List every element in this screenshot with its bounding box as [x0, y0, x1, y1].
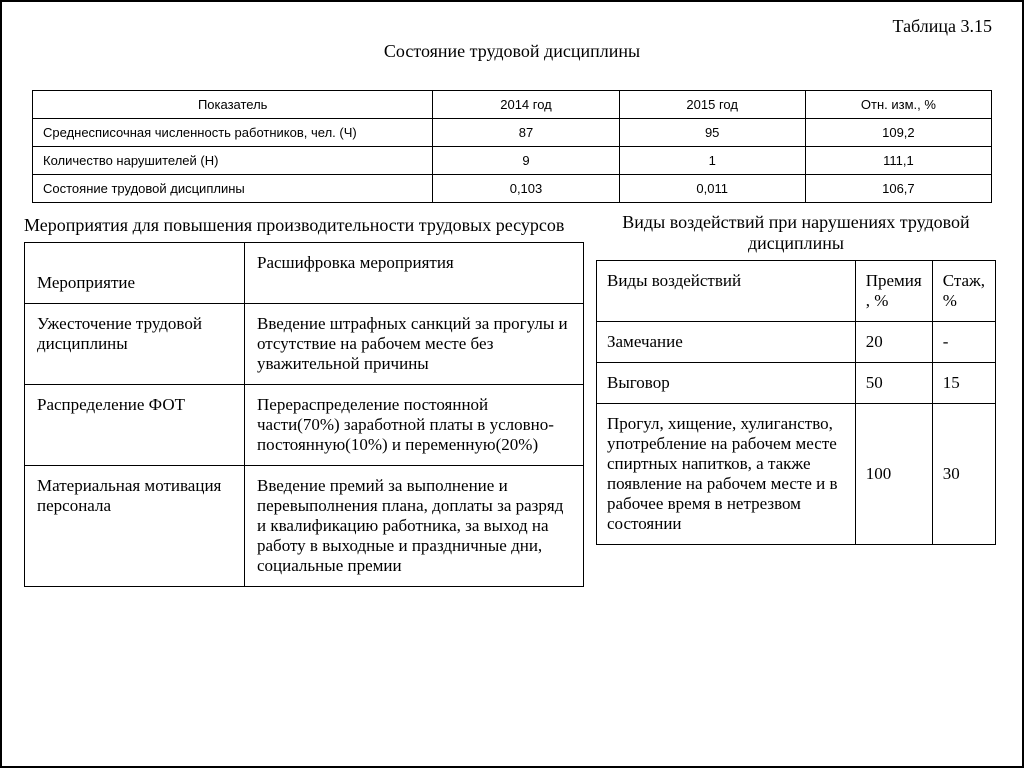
- col-header: Показатель: [33, 91, 433, 119]
- cell: 50: [855, 363, 932, 404]
- cell: Введение штрафных санкций за прогулы и о…: [245, 304, 584, 385]
- table-row: Ужесточение трудовой дисциплины Введение…: [25, 304, 584, 385]
- col-header: Стаж, %: [932, 261, 995, 322]
- cell: Материальная мотивация персонала: [25, 466, 245, 587]
- cell: -: [932, 322, 995, 363]
- cell: Введение премий за выполнение и перевыпо…: [245, 466, 584, 587]
- left-column: Мероприятие Расшифровка мероприятия Ужес…: [24, 242, 584, 587]
- cell: 100: [855, 404, 932, 545]
- cell: Перераспределение постоянной части(70%) …: [245, 385, 584, 466]
- cell: 9: [433, 147, 619, 175]
- cell: 20: [855, 322, 932, 363]
- table-row: Распределение ФОТ Перераспределение пост…: [25, 385, 584, 466]
- col-header: 2015 год: [619, 91, 805, 119]
- title: Состояние трудовой дисциплины: [24, 41, 1000, 62]
- cell: 95: [619, 119, 805, 147]
- cell: Среднесписочная численность работников, …: [33, 119, 433, 147]
- cell: Прогул, хищение, хулиганство, употреблен…: [597, 404, 856, 545]
- cell: Распределение ФОТ: [25, 385, 245, 466]
- cell: 109,2: [805, 119, 991, 147]
- cell: 87: [433, 119, 619, 147]
- cell: 106,7: [805, 175, 991, 203]
- col-header: 2014 год: [433, 91, 619, 119]
- cell: 30: [932, 404, 995, 545]
- page: Таблица 3.15 Состояние трудовой дисципли…: [0, 0, 1024, 768]
- col-header: Премия , %: [855, 261, 932, 322]
- lower-row: Мероприятие Расшифровка мероприятия Ужес…: [24, 242, 1000, 587]
- impacts-table: Виды воздействий Премия , % Стаж, % Заме…: [596, 260, 996, 545]
- cell: Замечание: [597, 322, 856, 363]
- measures-table: Мероприятие Расшифровка мероприятия Ужес…: [24, 242, 584, 587]
- table-header-row: Виды воздействий Премия , % Стаж, %: [597, 261, 996, 322]
- table-row: Замечание 20 -: [597, 322, 996, 363]
- cell: 111,1: [805, 147, 991, 175]
- right-column: Виды воздействий при нарушениях трудовой…: [596, 242, 996, 545]
- col-header: Мероприятие: [25, 243, 245, 304]
- cell: Ужесточение трудовой дисциплины: [25, 304, 245, 385]
- col-header: Отн. изм., %: [805, 91, 991, 119]
- cell: Выговор: [597, 363, 856, 404]
- table-row: Материальная мотивация персонала Введени…: [25, 466, 584, 587]
- cell: 0,011: [619, 175, 805, 203]
- table-row: Состояние трудовой дисциплины 0,103 0,01…: [33, 175, 992, 203]
- col-header: Расшифровка мероприятия: [245, 243, 584, 304]
- subtitle-right: Виды воздействий при нарушениях трудовой…: [596, 212, 996, 254]
- table-row: Прогул, хищение, хулиганство, употреблен…: [597, 404, 996, 545]
- table-row: Количество нарушителей (Н) 9 1 111,1: [33, 147, 992, 175]
- col-header: Виды воздействий: [597, 261, 856, 322]
- cell: Состояние трудовой дисциплины: [33, 175, 433, 203]
- table-header-row: Показатель 2014 год 2015 год Отн. изм., …: [33, 91, 992, 119]
- cell: 1: [619, 147, 805, 175]
- cell: 15: [932, 363, 995, 404]
- table-header-row: Мероприятие Расшифровка мероприятия: [25, 243, 584, 304]
- top-table: Показатель 2014 год 2015 год Отн. изм., …: [32, 90, 992, 203]
- table-label: Таблица 3.15: [24, 16, 992, 37]
- cell: 0,103: [433, 175, 619, 203]
- table-row: Среднесписочная численность работников, …: [33, 119, 992, 147]
- cell: Количество нарушителей (Н): [33, 147, 433, 175]
- table-row: Выговор 50 15: [597, 363, 996, 404]
